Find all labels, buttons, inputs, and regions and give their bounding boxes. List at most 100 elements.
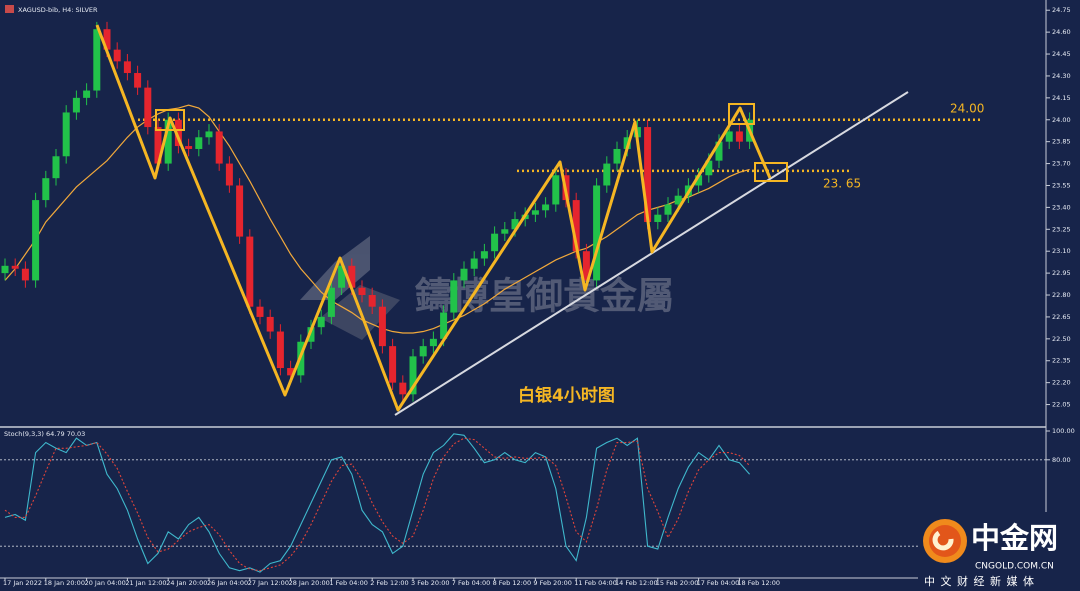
candle-body [11,265,19,269]
x-tick-label: 2 Feb 12:00 [370,579,409,587]
candle-body [103,29,111,50]
x-tick-label: 17 Feb 04:00 [697,579,740,587]
candle-body [552,175,560,205]
trend-line [394,91,909,416]
x-tick-label: 9 Feb 20:00 [533,579,572,587]
candle-body [460,268,468,281]
candle-body [419,346,427,357]
candle-body [593,185,601,281]
candle-body [113,49,121,62]
logo-swirl [932,530,954,551]
analysis-drawings: 白银4小时图 [95,24,909,416]
candle-body [32,200,40,281]
x-tick-label: 26 Jan 04:00 [207,579,248,587]
candle-body [348,265,356,288]
symbol-icon [5,5,14,13]
candle-body [225,163,233,186]
highlight-box [728,103,755,125]
logo-name: 中金网 [971,521,1058,555]
candle-body [134,73,142,88]
y-tick-label: 24.15 [1052,94,1071,102]
y-tick-label: 22.65 [1052,313,1071,321]
indicator-title: Stoch(9,3,3) 64.79 70.03 [4,430,85,438]
candle-body [715,141,723,161]
logo-site: CNGOLD.COM.CN [975,562,1054,572]
candle-body [491,233,499,252]
candle-body [644,127,652,222]
candle-body [429,338,437,347]
highlight-box [155,109,185,131]
y-tick-label: 23.85 [1052,138,1071,146]
candle-body [123,61,131,74]
y-tick-label: 23.55 [1052,181,1071,189]
candle-body [440,312,448,339]
candle-body [613,148,621,164]
x-tick-label: 11 Feb 04:00 [574,579,617,587]
candle-body [327,287,335,317]
candle-body [378,306,386,347]
highlight-box [754,162,788,182]
candle-body [572,200,580,252]
candle-body [368,295,376,307]
y-tick-label: 24.75 [1052,6,1071,14]
candle-body [185,146,193,149]
logo: 中金网 CNGOLD.COM.CN 中 文 财 经 新 媒 体 [918,512,1080,591]
moving-average [4,104,750,334]
candle-body [256,306,264,317]
candle-body [695,175,703,186]
y-tick-label: 22.20 [1052,379,1071,387]
candle-body [144,87,152,128]
candle-body [450,280,458,313]
chart-title: XAGUSD-bib, H4: SILVER [18,6,98,14]
candle-body [174,119,182,147]
y-tick-label: 24.30 [1052,72,1071,80]
x-tick-label: 7 Feb 04:00 [452,579,491,587]
candle-body [674,195,682,205]
x-tick-label: 28 Jan 20:00 [289,579,330,587]
candle-body [338,265,346,288]
x-tick-label: 18 Feb 12:00 [737,579,780,587]
candle-body [603,163,611,186]
x-tick-label: 18 Jan 20:00 [44,579,85,587]
y-tick-label: 23.25 [1052,225,1071,233]
candle-body [735,131,743,142]
y-tick-label: 22.80 [1052,291,1071,299]
candle-body [215,131,223,164]
candle-body [276,331,284,369]
candle-body [399,382,407,395]
candle-body [317,316,325,328]
candle-body [52,156,60,179]
price-panel: 22.05 22.20 22.35 22.50 22.65 22.80 22.95 23.10… [1,6,1071,409]
stoch-line [4,433,751,573]
x-tick-label: 8 Feb 12:00 [493,579,532,587]
x-tick-label: 15 Feb 20:00 [656,579,699,587]
candle-body [470,258,478,269]
candle-body [582,251,590,281]
y-tick-label: 23.70 [1052,160,1071,168]
y-tick-label: 22.35 [1052,357,1071,365]
candle-body [358,287,366,296]
level-label: 24.00 [950,101,984,115]
candle-body [287,368,295,376]
candle-body [705,160,713,176]
x-tick-label: 27 Jan 12:00 [248,579,289,587]
candle-body [501,229,509,234]
x-tick-label: 1 Feb 04:00 [329,579,368,587]
y-tick-label: 22.05 [1052,401,1071,409]
candle-body [1,265,9,274]
candle-body [725,131,733,142]
y-tick-label: 24.45 [1052,50,1071,58]
candle-body [389,346,397,383]
y-tick-label: 80.00 [1052,456,1071,464]
candle-body [164,119,172,164]
candle-body [62,112,70,157]
x-tick-label: 20 Jan 04:00 [85,579,126,587]
candle-body [246,236,254,307]
candle-body [654,214,662,222]
candle-body [480,251,488,259]
candle-body [511,219,519,230]
y-tick-label: 23.10 [1052,247,1071,255]
candle-body [72,97,80,113]
